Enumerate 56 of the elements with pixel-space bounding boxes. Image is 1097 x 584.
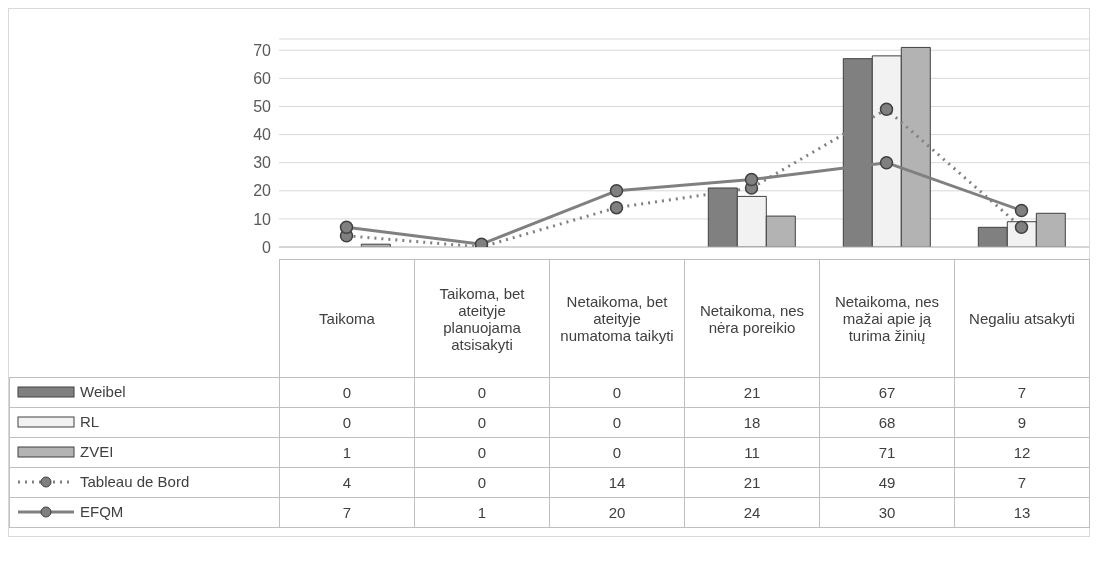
data-label: 11 [684,437,820,468]
data-label: 20 [549,497,685,528]
data-label: 14 [549,467,685,498]
data-label: 13 [954,497,1090,528]
data-label: 21 [684,467,820,498]
point [609,200,624,215]
y-tick-label: 50 [253,98,272,116]
x-tick-label: Netaikoma, bet ateityje numatoma taikyti [549,259,685,378]
legend-label: EFQM [80,503,124,521]
point [879,102,894,117]
y-tick-label: 60 [253,70,272,88]
y-tick-label: 40 [253,126,272,144]
data-label: 0 [414,437,550,468]
point [609,184,624,198]
legend-label: ZVEI [80,443,114,461]
point [339,220,354,235]
data-label: 24 [684,497,820,528]
data-label: 12 [954,437,1090,468]
data-label: 0 [414,467,550,498]
x-tick-label: Netaikoma, nes mažai apie ją turima žinių [819,259,955,378]
data-label: 0 [549,377,685,408]
y-tick-label: 20 [253,182,272,200]
data-label: 7 [954,377,1090,408]
data-label: 0 [414,407,550,438]
data-label: 1 [279,437,415,468]
data-label: 0 [279,377,415,408]
legend-label: RL [80,413,100,431]
data-label: 4 [279,467,415,498]
data-label: 0 [549,407,685,438]
data-label: 7 [954,467,1090,498]
x-tick-label: Taikoma [279,259,415,378]
point [1014,203,1029,218]
point [879,155,894,170]
data-label: 1 [414,497,550,528]
point [744,172,759,187]
y-tick-label: 0 [262,238,272,256]
x-tick-label: Negaliu atsakyti [954,259,1090,378]
data-label: 7 [279,497,415,528]
data-label: 9 [954,407,1090,438]
legend-label: Weibel [80,383,126,401]
data-label: 21 [684,377,820,408]
data-label: 30 [819,497,955,528]
data-label: 0 [279,407,415,438]
legend-label: Tableau de Bord [80,473,190,491]
data-label: 68 [819,407,955,438]
y-tick-label: 70 [253,41,272,59]
y-tick-label: 10 [253,210,272,228]
data-label: 18 [684,407,820,438]
data-label: 67 [819,377,955,408]
y-tick-label: 30 [253,154,272,172]
x-tick-label: Netaikoma, nes nėra poreikio [684,259,820,378]
data-label: 0 [414,377,550,408]
data-label: 0 [549,437,685,468]
data-label: 71 [819,437,955,468]
data-label: 49 [819,467,955,498]
x-tick-label: Taikoma, bet ateityje planuojama atsisakyti [414,259,550,378]
